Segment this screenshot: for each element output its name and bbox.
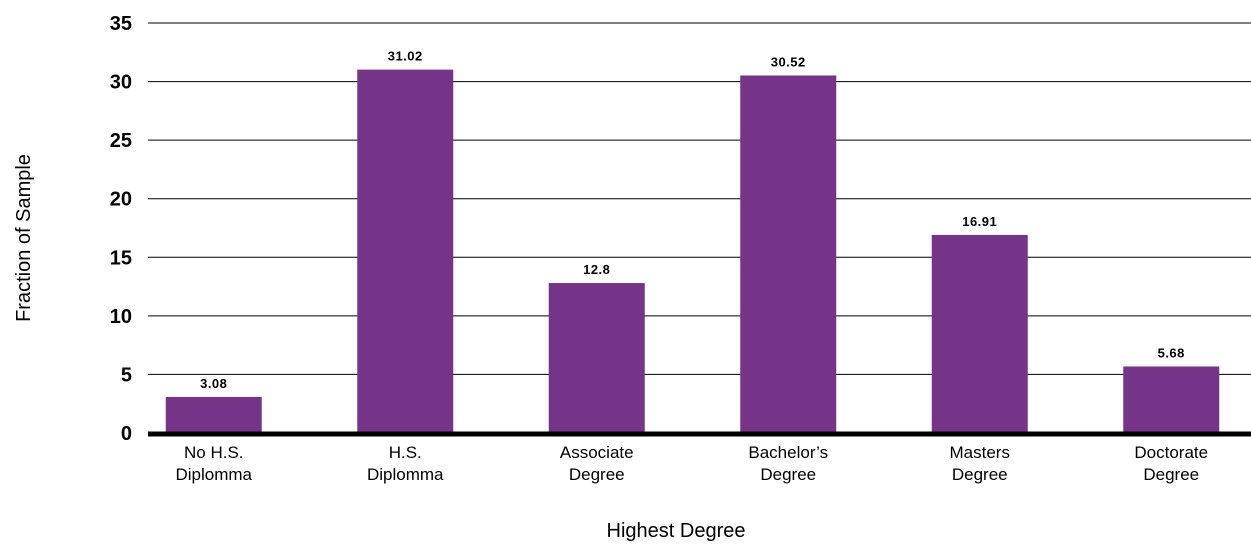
data-labels: 3.08 31.02 12.8 30.52 16.91 5.68 (200, 49, 1185, 391)
y-tick-label: 35 (110, 13, 132, 35)
data-label: 30.52 (771, 54, 806, 69)
x-tick-label: H.S. Diplomma (367, 443, 444, 484)
y-tick-label: 30 (110, 72, 132, 94)
bar (548, 283, 645, 433)
x-axis-ticks: No H.S. Diplomma H.S. Diplomma Associate Degr… (175, 443, 1208, 484)
x-tick-label: No H.S. Diplomma (175, 443, 252, 484)
y-axis-ticks: 0 5 10 15 20 25 30 35 (110, 13, 132, 445)
x-axis-title: Highest Degree (607, 520, 746, 542)
bar (1123, 366, 1220, 433)
y-tick-label: 0 (121, 423, 132, 445)
y-axis-title: Fraction of Sample (13, 154, 35, 322)
y-tick-label: 5 (121, 364, 132, 386)
gridlines (148, 22, 1251, 375)
bar (740, 75, 837, 433)
data-label: 31.02 (388, 49, 423, 64)
data-label: 3.08 (200, 376, 227, 391)
bar (165, 396, 262, 433)
data-label: 16.91 (962, 214, 997, 229)
x-tick-label: Doctorate Degree (1134, 443, 1208, 484)
x-tick-label: Masters Degree (950, 443, 1010, 484)
y-tick-label: 10 (110, 306, 132, 328)
y-tick-label: 15 (110, 247, 132, 269)
data-label: 5.68 (1158, 345, 1185, 360)
bars (165, 69, 1220, 433)
bar (357, 69, 454, 433)
x-tick-label: Associate Degree (560, 443, 634, 484)
y-tick-label: 25 (110, 130, 132, 152)
bar (931, 234, 1028, 433)
y-tick-label: 20 (110, 189, 132, 211)
x-tick-label: Bachelor’s Degree (748, 443, 828, 484)
data-label: 12.8 (583, 262, 610, 277)
